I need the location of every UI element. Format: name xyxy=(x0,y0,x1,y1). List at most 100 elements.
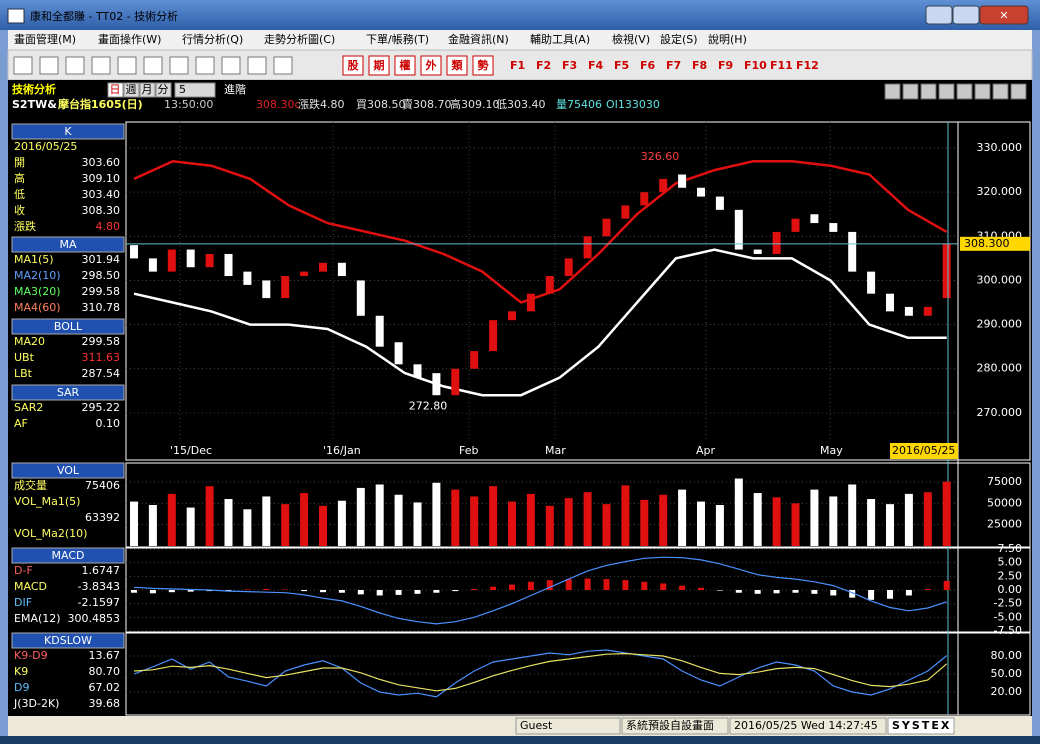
candle xyxy=(394,342,403,365)
candle xyxy=(602,218,611,237)
panel-value: 13.67 xyxy=(89,649,121,662)
function-key[interactable]: F8 xyxy=(692,59,707,72)
macd-bar xyxy=(943,580,950,590)
menu-item[interactable]: 行情分析(Q) xyxy=(182,32,243,46)
minutes: 5 xyxy=(179,83,186,96)
panel-value: -2.1597 xyxy=(78,596,120,609)
y-tick-label: 25000 xyxy=(987,518,1022,531)
candle xyxy=(659,178,668,193)
volume-bar xyxy=(148,505,157,546)
panel-title: MACD xyxy=(52,549,85,562)
function-key[interactable]: F7 xyxy=(666,59,681,72)
volume-bar xyxy=(432,482,441,546)
tool-icon[interactable] xyxy=(143,56,163,75)
market-button[interactable] xyxy=(420,55,442,76)
menu-item[interactable]: 金融資訊(N) xyxy=(448,32,509,46)
volume-bar xyxy=(394,494,403,546)
panel-label: J(3D-2K) xyxy=(13,697,59,710)
volume-bar xyxy=(337,500,346,546)
y-tick-label: 320.000 xyxy=(977,185,1023,198)
menu-item[interactable]: 設定(S) xyxy=(660,32,698,46)
status-text: 系統預設自設畫面 xyxy=(626,718,714,732)
menu-item[interactable]: 畫面管理(M) xyxy=(14,32,76,46)
function-key[interactable]: F2 xyxy=(536,59,551,72)
tool-icon[interactable] xyxy=(117,56,137,75)
chart-tool[interactable] xyxy=(1010,83,1027,100)
tool-icon[interactable] xyxy=(91,56,111,75)
candle xyxy=(205,253,214,268)
panel-label: 收 xyxy=(14,203,25,217)
function-key[interactable]: F3 xyxy=(562,59,577,72)
market-button[interactable] xyxy=(394,55,416,76)
menu-item[interactable]: 輔助工具(A) xyxy=(530,32,590,46)
maximize[interactable] xyxy=(952,5,980,25)
y-tick-label: 7.50 xyxy=(998,542,1023,555)
advanced[interactable]: 進階 xyxy=(224,82,246,96)
function-key[interactable]: F10 xyxy=(744,59,767,72)
panel-header xyxy=(11,547,125,564)
tool-icon[interactable] xyxy=(195,56,215,75)
macd-bar xyxy=(924,588,931,590)
panel-value: 4.80 xyxy=(96,220,121,233)
tool-icon[interactable] xyxy=(13,56,33,75)
x-tick-label: Mar xyxy=(545,444,566,457)
panel-title: MA xyxy=(59,238,76,251)
chart-tool[interactable] xyxy=(956,83,973,100)
volume-bar xyxy=(564,498,573,546)
app-icon xyxy=(7,8,25,24)
minutes-box[interactable] xyxy=(174,82,216,98)
market-button[interactable] xyxy=(446,55,468,76)
macd-bar xyxy=(754,590,761,594)
tool-icon[interactable] xyxy=(247,56,267,75)
function-key[interactable]: F12 xyxy=(796,59,819,72)
panel-header xyxy=(11,632,125,649)
chart-tool[interactable] xyxy=(902,83,919,100)
chart-tool[interactable] xyxy=(992,83,1009,100)
close[interactable] xyxy=(979,5,1029,25)
function-key[interactable]: F9 xyxy=(718,59,733,72)
tool-icon[interactable] xyxy=(221,56,241,75)
function-key[interactable]: F4 xyxy=(588,59,604,72)
volume-bar xyxy=(205,486,214,546)
market-button[interactable] xyxy=(472,55,494,76)
period-button[interactable] xyxy=(123,82,140,98)
tool-icon[interactable] xyxy=(273,56,293,75)
volume-bar xyxy=(640,499,649,546)
menu-item[interactable]: 畫面操作(W) xyxy=(98,32,161,46)
chart-tool[interactable] xyxy=(938,83,955,100)
menu-item[interactable]: 走勢分析圖(C) xyxy=(264,32,335,46)
chart-tool[interactable] xyxy=(974,83,991,100)
tool-icon[interactable] xyxy=(39,56,59,75)
macd-bar xyxy=(660,583,667,590)
price-annotation: 326.60 xyxy=(641,150,680,163)
menu-item[interactable]: 下單/帳務(T) xyxy=(366,32,429,46)
period-button[interactable] xyxy=(107,82,124,98)
tool-icon[interactable] xyxy=(169,56,189,75)
period-button[interactable] xyxy=(155,82,172,98)
candle xyxy=(583,236,592,259)
period-button[interactable] xyxy=(139,82,156,98)
function-key[interactable]: F1 xyxy=(510,59,525,72)
volume-bar xyxy=(243,509,252,546)
panel-value: 299.58 xyxy=(82,335,121,348)
y-tick-label: 50000 xyxy=(987,496,1022,509)
function-key[interactable]: F5 xyxy=(614,59,629,72)
macd-bar xyxy=(395,590,402,595)
minimize[interactable] xyxy=(925,5,953,25)
series-line xyxy=(133,652,948,692)
function-key[interactable]: F11 xyxy=(770,59,793,72)
market-button[interactable] xyxy=(368,55,390,76)
market-button[interactable] xyxy=(342,55,364,76)
candle xyxy=(262,280,271,299)
candle xyxy=(810,214,819,224)
chart-tool[interactable] xyxy=(920,83,937,100)
panel-value: 80.70 xyxy=(89,665,121,678)
function-key[interactable]: F6 xyxy=(640,59,656,72)
menu-item[interactable]: 說明(H) xyxy=(708,32,747,46)
chart-tool[interactable] xyxy=(884,83,901,100)
window-title: 康和全都賺 - TT02 - 技術分析 xyxy=(30,9,178,23)
quote-field: 量75406 xyxy=(556,98,602,111)
tool-icon[interactable] xyxy=(65,56,85,75)
menu-item[interactable]: 檢視(V) xyxy=(612,32,650,46)
macd-bar xyxy=(471,588,478,590)
